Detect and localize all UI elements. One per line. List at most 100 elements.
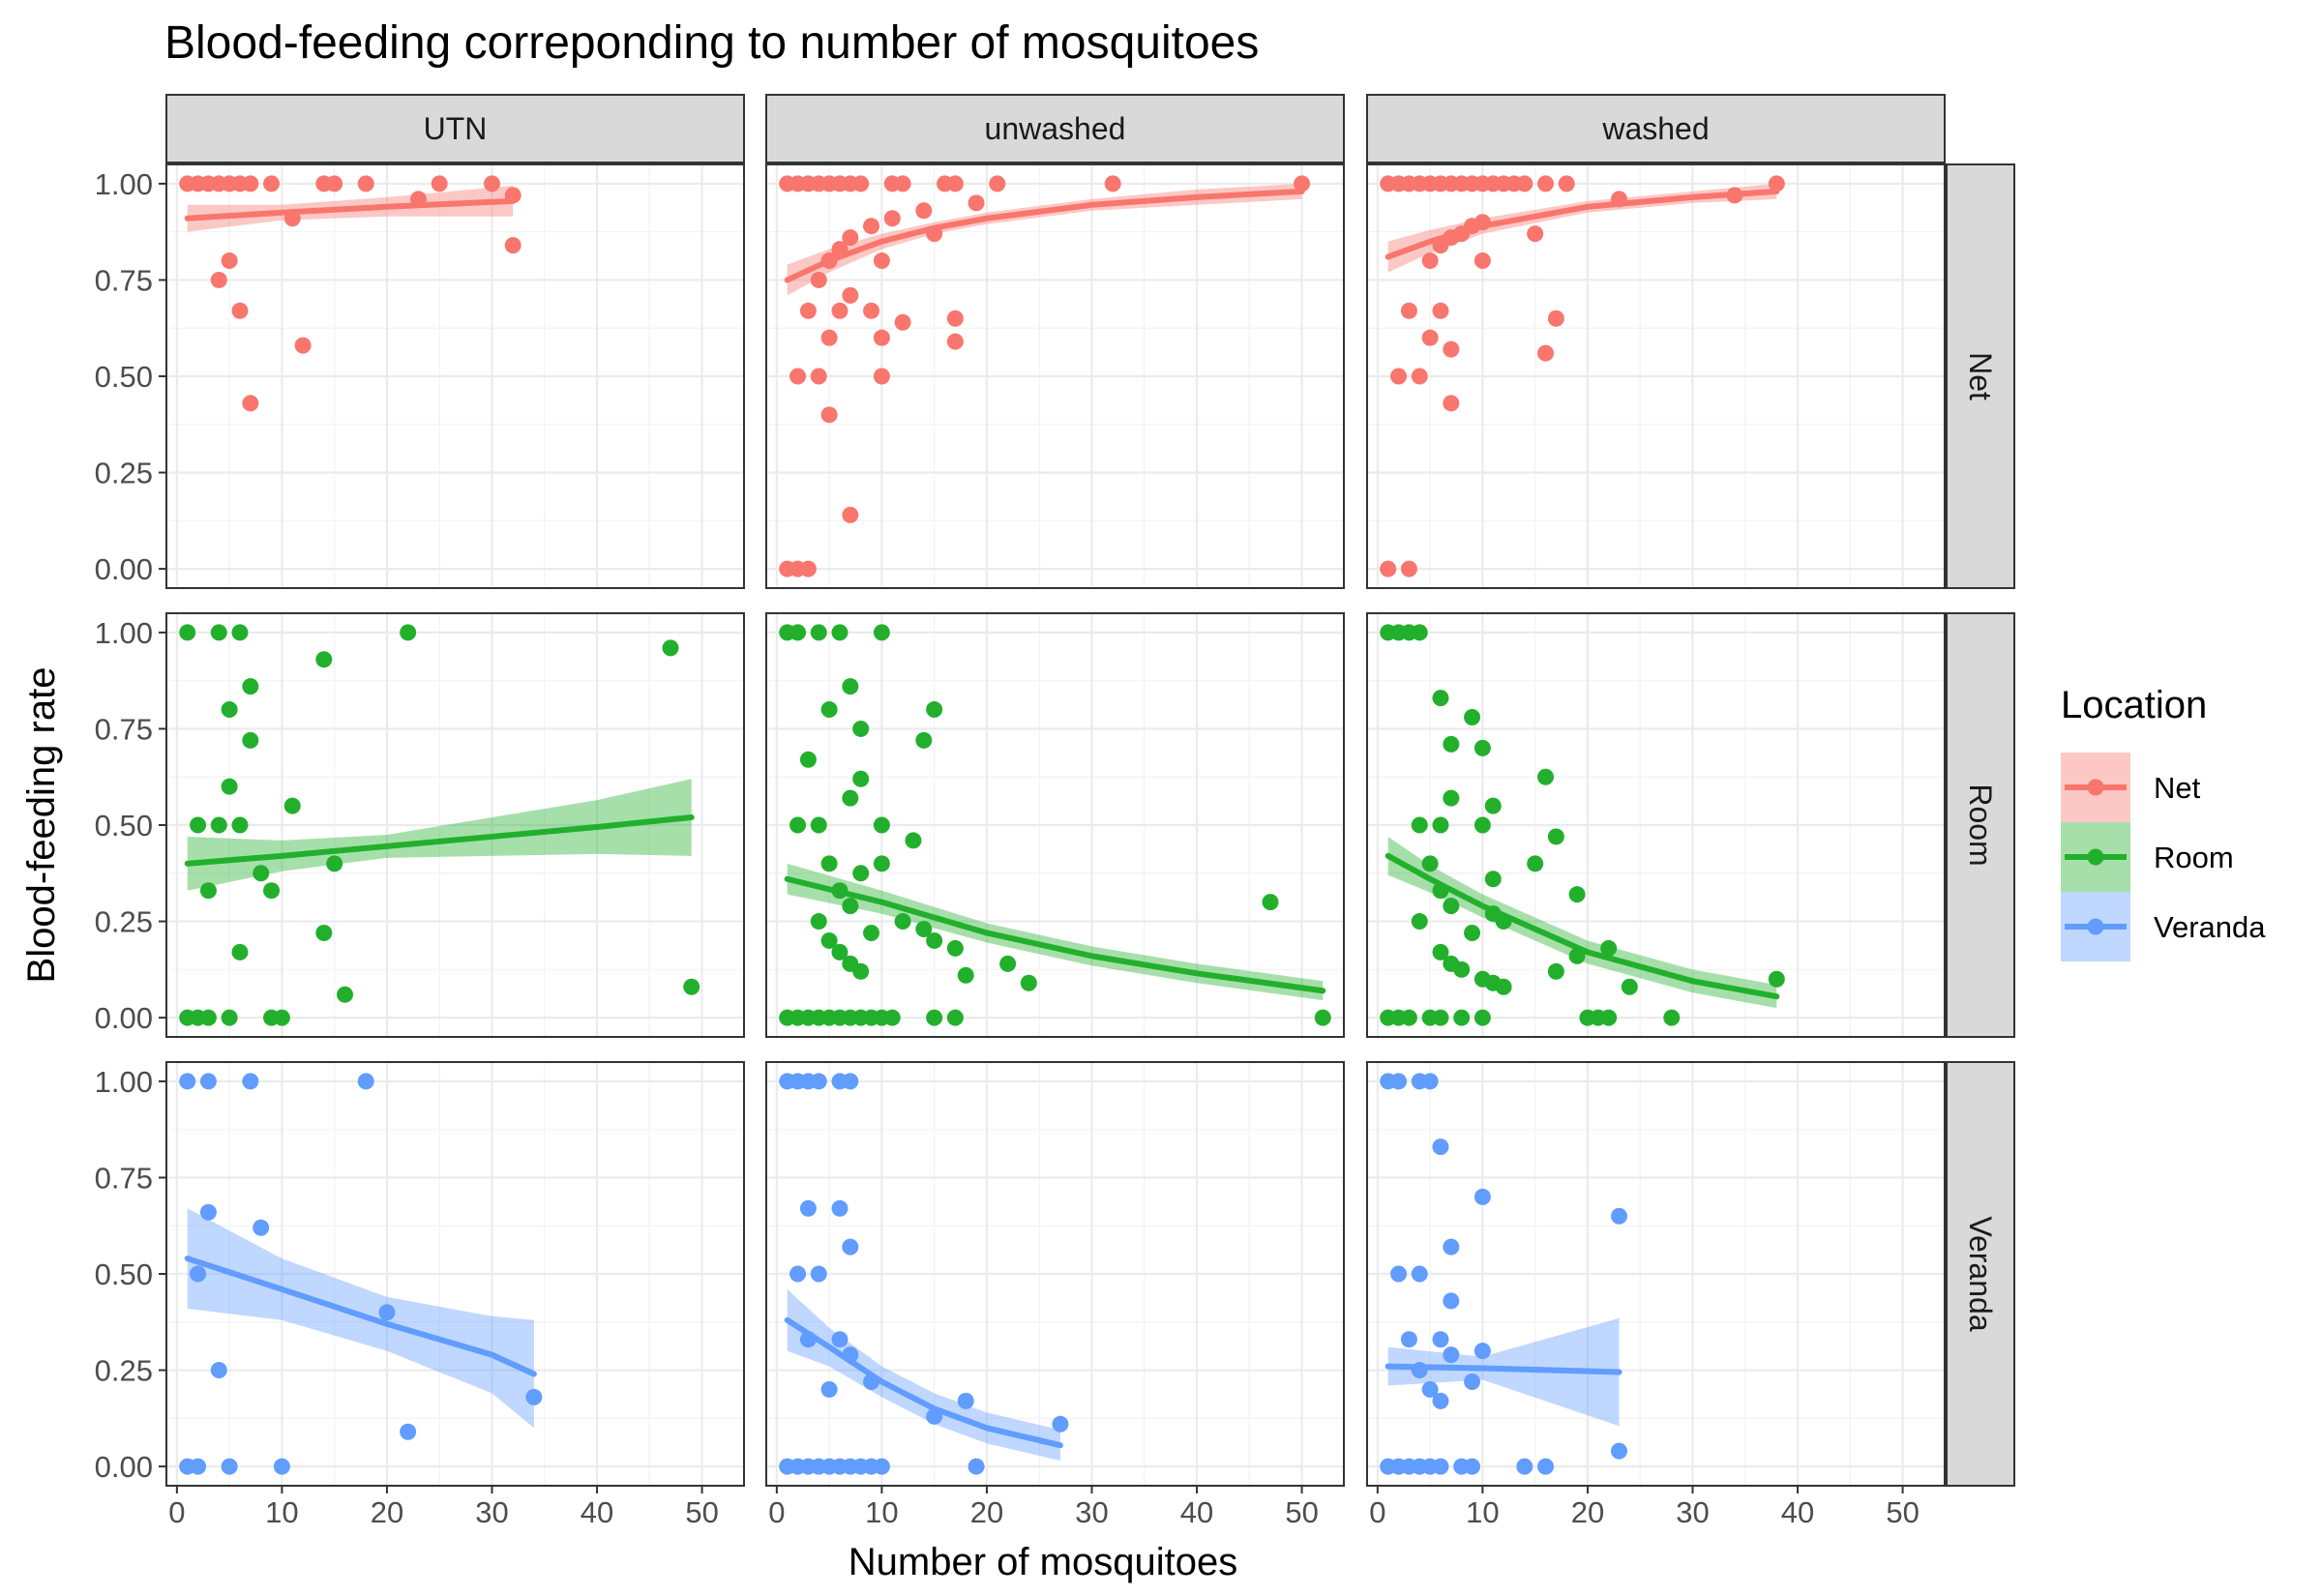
y-tick-label: 0.75	[95, 263, 153, 297]
data-point	[842, 898, 859, 915]
data-point	[1621, 978, 1638, 995]
data-point	[1464, 924, 1481, 941]
facet-panel: 0 10 20 30 40 50	[1366, 1061, 1946, 1529]
facet-strip-row	[1946, 163, 2015, 589]
data-point	[1390, 1073, 1408, 1090]
data-point	[1537, 768, 1555, 785]
data-point	[199, 1009, 217, 1026]
data-point	[1568, 886, 1586, 903]
y-tick-label: 1.00	[95, 616, 153, 650]
data-point	[1611, 191, 1628, 208]
facet-panel: 0.00 0.25 0.50 0.75 1.00	[95, 612, 745, 1038]
data-point	[810, 913, 827, 931]
data-point	[1432, 816, 1449, 834]
data-point	[210, 816, 227, 834]
data-point	[873, 624, 890, 641]
data-point	[789, 368, 807, 385]
data-point	[842, 286, 859, 304]
data-point	[1516, 175, 1533, 192]
data-point	[242, 1073, 259, 1090]
data-point	[1020, 974, 1037, 991]
facet-strip-label: washed	[1601, 111, 1709, 146]
data-point	[263, 882, 281, 900]
data-point	[1527, 855, 1544, 872]
data-point	[915, 202, 933, 220]
data-point	[894, 175, 911, 192]
legend-item: Net	[2061, 753, 2201, 822]
data-point	[1432, 1138, 1449, 1156]
data-point	[1600, 939, 1618, 957]
data-point	[905, 832, 922, 849]
x-tick-label: 50	[685, 1495, 718, 1529]
data-point	[179, 1073, 196, 1090]
data-point	[810, 624, 827, 641]
panel-border	[1366, 163, 1946, 589]
data-point	[1294, 175, 1311, 192]
data-point	[210, 271, 227, 288]
legend-key-point	[2087, 918, 2104, 935]
data-point	[315, 651, 333, 668]
data-point	[221, 701, 238, 719]
data-point	[1411, 1362, 1428, 1379]
data-point	[863, 924, 880, 941]
data-point	[400, 1423, 417, 1440]
data-point	[968, 1458, 985, 1475]
data-point	[883, 210, 901, 227]
facet-panel	[1366, 612, 1946, 1038]
data-point	[273, 1009, 290, 1026]
data-point	[926, 1009, 943, 1026]
data-point	[831, 241, 848, 258]
data-point	[999, 955, 1017, 972]
data-point	[210, 1362, 227, 1379]
data-point	[315, 924, 333, 941]
data-point	[1432, 1458, 1449, 1475]
legend-item: Room	[2061, 822, 2234, 892]
facet-strip-row	[1946, 612, 2015, 1038]
facet-strip-column	[165, 94, 745, 163]
data-point	[1104, 175, 1121, 192]
data-point	[1547, 962, 1564, 980]
legend: Location Net Room Veranda	[2061, 684, 2266, 961]
data-point	[1411, 624, 1428, 641]
data-point	[1516, 1458, 1533, 1475]
x-tick-label: 20	[1571, 1495, 1604, 1529]
legend-item: Veranda	[2061, 892, 2266, 961]
data-point	[820, 1380, 838, 1398]
facet-strip-row	[1946, 1061, 2015, 1487]
data-point	[968, 194, 985, 212]
data-point	[242, 731, 259, 749]
confidence-band	[187, 779, 692, 891]
data-point	[1474, 1343, 1491, 1360]
fit-line	[784, 188, 1305, 283]
data-point	[1547, 310, 1564, 327]
data-point	[1421, 855, 1439, 872]
data-point	[831, 943, 848, 961]
data-point	[1443, 340, 1460, 358]
fit-line	[184, 1256, 537, 1377]
data-point	[1432, 882, 1449, 900]
facet-panel	[765, 612, 1345, 1038]
data-point	[873, 368, 890, 385]
panel-border	[1366, 612, 1946, 1038]
data-point	[662, 639, 679, 657]
facet-panel: 0.00 0.25 0.50 0.75 1.00 0 10 20 30 40 50	[95, 1061, 745, 1529]
y-tick-label: 0.75	[95, 1161, 153, 1195]
x-tick-label: 50	[1285, 1495, 1318, 1529]
data-point	[789, 816, 807, 834]
x-tick-label: 40	[1180, 1495, 1213, 1529]
data-point	[1495, 913, 1512, 931]
data-point	[1400, 560, 1417, 577]
data-point	[820, 701, 838, 719]
y-tick-label: 0.75	[95, 712, 153, 746]
data-point	[1768, 175, 1785, 192]
data-point	[190, 816, 207, 834]
x-tick-label: 10	[1466, 1495, 1499, 1529]
x-tick-label: 20	[970, 1495, 1003, 1529]
data-point	[873, 252, 890, 270]
data-point	[957, 1392, 974, 1409]
y-tick-label: 1.00	[95, 167, 153, 201]
data-point	[873, 1458, 890, 1475]
data-point	[894, 313, 911, 331]
legend-label: Net	[2154, 771, 2201, 805]
data-point	[1474, 739, 1491, 756]
